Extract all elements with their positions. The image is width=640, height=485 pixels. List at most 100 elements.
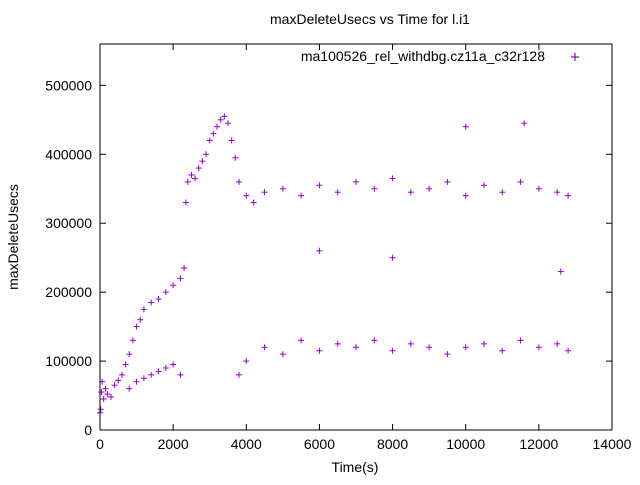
plot-area-frame xyxy=(99,43,613,431)
x-tick-label: 0 xyxy=(96,436,104,452)
data-point xyxy=(535,344,542,351)
data-point xyxy=(261,344,268,351)
data-point xyxy=(462,344,469,351)
data-point xyxy=(243,358,250,365)
data-point xyxy=(353,178,359,185)
data-point xyxy=(122,361,129,368)
data-point xyxy=(217,116,224,123)
data-point xyxy=(115,377,122,384)
data-point xyxy=(535,185,542,192)
data-point xyxy=(426,185,433,192)
data-point xyxy=(228,137,235,144)
data-point xyxy=(517,178,524,185)
data-point xyxy=(499,347,506,354)
data-point xyxy=(129,337,136,344)
legend: ma100526_rel_withdbg.cz11a_c32r128 xyxy=(301,48,579,64)
x-tick-label: 4000 xyxy=(231,436,262,452)
data-point xyxy=(148,299,155,306)
data-point xyxy=(181,265,188,272)
data-point xyxy=(140,306,147,313)
data-point xyxy=(155,296,162,303)
data-point xyxy=(279,351,286,358)
data-point xyxy=(199,158,206,165)
x-tick-label: 12000 xyxy=(519,436,558,452)
data-point xyxy=(298,337,305,344)
data-point xyxy=(389,347,396,354)
data-point xyxy=(118,371,125,378)
data-point xyxy=(133,323,140,330)
data-point xyxy=(162,289,169,296)
data-point xyxy=(243,192,250,199)
data-point xyxy=(98,389,105,396)
data-point xyxy=(203,151,210,158)
data-point xyxy=(210,130,217,137)
x-tick-label: 8000 xyxy=(377,436,408,452)
data-point xyxy=(126,351,133,358)
data-point xyxy=(162,364,169,371)
data-point xyxy=(298,192,305,199)
data-point xyxy=(353,344,359,351)
data-point xyxy=(371,185,378,192)
data-point xyxy=(177,275,184,282)
x-tick-label: 6000 xyxy=(304,436,335,452)
data-point xyxy=(102,385,109,392)
data-point xyxy=(407,189,414,196)
data-point xyxy=(462,123,469,130)
data-point xyxy=(148,371,155,378)
x-axis-ticks: 0 2000 4000 6000 8000 10000 12000 14000 xyxy=(96,44,632,452)
data-point xyxy=(316,347,323,354)
data-point xyxy=(261,189,268,196)
data-point xyxy=(426,344,433,351)
y-tick-label: 100000 xyxy=(45,353,92,369)
y-tick-label: 500000 xyxy=(45,77,92,93)
data-point xyxy=(316,247,323,254)
data-point xyxy=(389,175,396,182)
data-point xyxy=(235,371,242,378)
x-axis-label: Time(s) xyxy=(332,459,379,475)
legend-series-label: ma100526_rel_withdbg.cz11a_c32r128 xyxy=(301,48,545,64)
data-point xyxy=(334,340,341,347)
data-point xyxy=(170,282,177,289)
data-point xyxy=(521,120,528,127)
data-point xyxy=(235,178,242,185)
data-point xyxy=(554,340,561,347)
data-point xyxy=(279,185,286,192)
data-point xyxy=(499,189,506,196)
y-tick-label: 300000 xyxy=(45,215,92,231)
data-point xyxy=(182,199,189,206)
data-point xyxy=(206,137,213,144)
data-point xyxy=(481,340,487,347)
data-point xyxy=(97,406,104,413)
data-point xyxy=(389,254,396,261)
y-tick-label: 400000 xyxy=(45,146,92,162)
data-point xyxy=(221,113,228,120)
data-point xyxy=(184,178,191,185)
data-point xyxy=(565,347,572,354)
x-tick-label: 10000 xyxy=(446,436,485,452)
data-point xyxy=(407,340,414,347)
y-axis-label: maxDeleteUsecs xyxy=(5,184,21,290)
y-tick-label: 200000 xyxy=(45,284,92,300)
data-point xyxy=(334,189,341,196)
x-tick-label: 2000 xyxy=(158,436,189,452)
data-point xyxy=(232,154,239,161)
scatter-points xyxy=(97,113,572,416)
data-point xyxy=(177,371,184,378)
chart-title: maxDeleteUsecs vs Time for l.i1 xyxy=(270,11,470,27)
legend-series-marker xyxy=(571,53,579,61)
data-point xyxy=(554,189,561,196)
data-point xyxy=(192,175,199,182)
data-point xyxy=(188,171,195,178)
x-tick-label: 14000 xyxy=(593,436,632,452)
data-point xyxy=(444,178,451,185)
data-point xyxy=(517,337,524,344)
data-point xyxy=(371,337,378,344)
data-point xyxy=(565,192,572,199)
data-point xyxy=(250,199,257,206)
y-axis-ticks: 0 100000 200000 300000 400000 500000 xyxy=(45,77,612,438)
data-point xyxy=(137,316,144,323)
data-point xyxy=(107,393,114,400)
